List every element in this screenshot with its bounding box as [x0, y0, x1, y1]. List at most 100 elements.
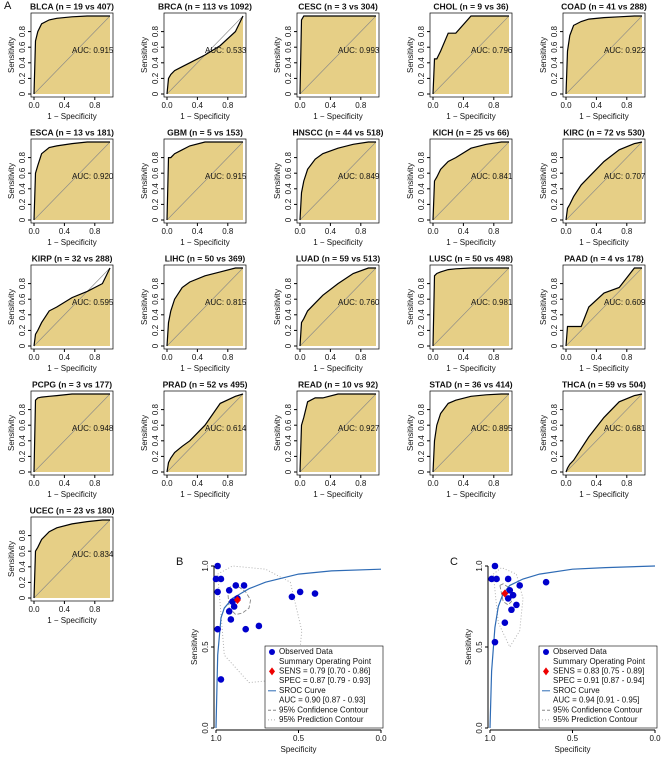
legend-symbol: [269, 649, 275, 655]
x-axis-label: 1 − Specificity: [579, 238, 629, 247]
y-tick-label: 0.6: [550, 293, 559, 305]
y-tick-label: 0.8: [151, 277, 160, 289]
auc-annotation: AUC: 0.681: [604, 424, 646, 433]
plot-frame: [562, 390, 646, 476]
legend-label: Observed Data: [553, 647, 607, 656]
roc-curve: [166, 141, 243, 221]
y-axis-label: Sensitivity: [464, 629, 473, 665]
y-tick-label: 0.8: [550, 403, 559, 415]
y-tick-label: 0.2: [550, 198, 559, 210]
x-tick-label: 0.8: [89, 101, 101, 110]
auc-annotation: AUC: 0.533: [205, 46, 247, 55]
x-tick-label: 0.8: [355, 479, 367, 488]
y-tick-label: 0.6: [18, 41, 27, 53]
y-tick-label: 0.2: [284, 450, 293, 462]
y-axis-label: Sensitivity: [273, 37, 282, 73]
roc-curve: [299, 15, 376, 95]
observed-point: [242, 625, 249, 633]
x-tick-label: 0.0: [161, 353, 173, 362]
x-tick-label: 0.0: [427, 353, 439, 362]
roc-curve: [432, 393, 509, 473]
x-tick-label: 0.0: [161, 227, 173, 236]
x-axis-label: 1 − Specificity: [180, 238, 230, 247]
y-tick-label: 0: [550, 343, 559, 348]
y-tick-label: 0.8: [550, 277, 559, 289]
legend-label: SENS = 0.79 [0.70 - 0.86]: [279, 667, 370, 676]
roc-curve: [33, 393, 110, 473]
observed-point: [542, 578, 550, 586]
x-axis-label: 1 − Specificity: [47, 364, 97, 373]
y-tick-label: 0: [417, 91, 426, 96]
y-axis-label: Sensitivity: [273, 289, 282, 325]
x-tick-label: 0.8: [621, 353, 633, 362]
legend-box: [538, 645, 658, 729]
x-tick-label: 1.0: [210, 734, 222, 743]
diagonal: [33, 141, 111, 221]
observed-point: [491, 638, 499, 646]
plot-frame: [562, 12, 646, 98]
x-tick-label: 0.4: [59, 101, 71, 110]
x-tick-label: 0.0: [294, 353, 306, 362]
diagonal: [565, 141, 643, 221]
observed-point: [516, 582, 523, 589]
y-tick-label: 0: [417, 469, 426, 474]
diagonal: [166, 141, 244, 221]
y-tick-label: 0.2: [417, 72, 426, 84]
y-axis-label: Sensitivity: [7, 415, 16, 451]
x-tick-label: 0.8: [488, 227, 500, 236]
y-tick-label: 0.0: [201, 722, 210, 734]
auc-annotation: AUC: 0.981: [471, 298, 513, 307]
x-axis-label: 1 − Specificity: [47, 616, 97, 625]
y-tick-label: 0.6: [550, 41, 559, 53]
roc-curve: [299, 141, 376, 221]
x-tick-label: 0.0: [161, 479, 173, 488]
y-tick-label: 0.8: [151, 25, 160, 37]
panel-title: THCA (n = 59 vs 504): [562, 379, 646, 389]
observed-point: [217, 676, 225, 683]
y-tick-label: 0: [417, 343, 426, 348]
plot-frame: [562, 138, 646, 224]
y-tick-label: 0.4: [550, 309, 559, 321]
x-tick-label: 0.4: [192, 353, 204, 362]
y-tick-label: 0.4: [18, 183, 27, 195]
panel-label: A: [4, 0, 12, 12]
y-tick-label: 0.8: [284, 25, 293, 37]
panel-title: PAAD (n = 4 vs 178): [564, 253, 644, 263]
x-axis-label: 1 − Specificity: [313, 112, 363, 121]
y-tick-label: 0: [18, 217, 27, 222]
y-tick-label: 0.6: [417, 293, 426, 305]
x-tick-label: 0.0: [649, 734, 661, 743]
summary-point: [501, 589, 509, 598]
y-axis-label: Sensitivity: [140, 163, 149, 199]
y-tick-label: 0.6: [151, 419, 160, 431]
roc-curve: [565, 15, 642, 95]
x-axis-label: Specificity: [280, 745, 316, 754]
y-tick-label: 1.0: [475, 560, 484, 572]
panel-label: B: [176, 556, 183, 568]
x-tick-label: 0.8: [89, 605, 101, 614]
y-tick-label: 0.4: [151, 57, 160, 69]
observed-point: [501, 619, 509, 626]
y-tick-label: 0.4: [417, 309, 426, 321]
y-tick-label: 0.4: [417, 435, 426, 447]
y-tick-label: 0.2: [550, 324, 559, 336]
y-axis-label: Sensitivity: [273, 415, 282, 451]
x-tick-label: 0.0: [28, 353, 40, 362]
x-tick-label: 0.8: [222, 227, 234, 236]
panel-title: BLCA (n = 19 vs 407): [30, 1, 114, 11]
y-axis-label: Sensitivity: [190, 629, 199, 665]
y-tick-label: 0.8: [550, 25, 559, 37]
x-tick-label: 0.8: [222, 353, 234, 362]
observed-point: [217, 575, 225, 583]
panel-title: ESCA (n = 13 vs 181): [30, 127, 114, 137]
plot-frame: [429, 390, 513, 476]
plot-frame: [429, 12, 513, 98]
y-axis-label: Sensitivity: [140, 415, 149, 451]
y-tick-label: 0.4: [417, 57, 426, 69]
x-tick-label: 0.4: [325, 227, 337, 236]
roc-curve: [432, 267, 509, 347]
panel-title: STAD (n = 36 vs 414): [429, 379, 512, 389]
y-tick-label: 0: [550, 469, 559, 474]
y-tick-label: 0: [284, 343, 293, 348]
x-tick-label: 0.4: [59, 353, 71, 362]
